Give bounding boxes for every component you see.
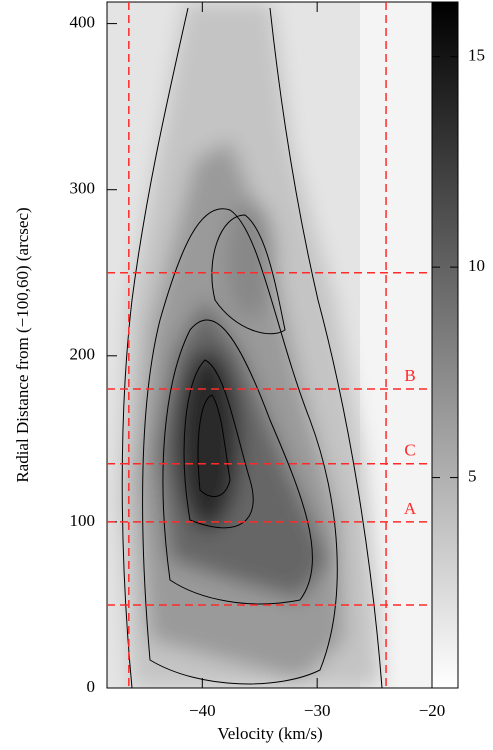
y-axis-label: Radial Distance from (−100,60) (arcsec) <box>13 207 32 482</box>
y-tick-label: 200 <box>70 345 96 364</box>
line-label: A <box>404 499 417 518</box>
x-tick-label: −20 <box>419 701 446 720</box>
colorbar-tick-label: 15 <box>468 46 485 65</box>
colorbar-tick-label: 5 <box>468 466 477 485</box>
y-tick-label: 0 <box>87 677 96 696</box>
line-label: C <box>404 441 415 460</box>
x-tick-label: −30 <box>304 701 331 720</box>
x-axis-label: Velocity (km/s) <box>217 724 322 743</box>
line-label: B <box>404 366 415 385</box>
intensity-image <box>107 2 432 688</box>
y-tick-label: 100 <box>70 511 96 530</box>
y-tick-label: 400 <box>70 12 96 31</box>
y-tick-label: 300 <box>70 179 96 198</box>
colorbar-tick-label: 10 <box>468 256 485 275</box>
x-tick-label: −40 <box>189 701 216 720</box>
colorbar <box>431 1 459 689</box>
